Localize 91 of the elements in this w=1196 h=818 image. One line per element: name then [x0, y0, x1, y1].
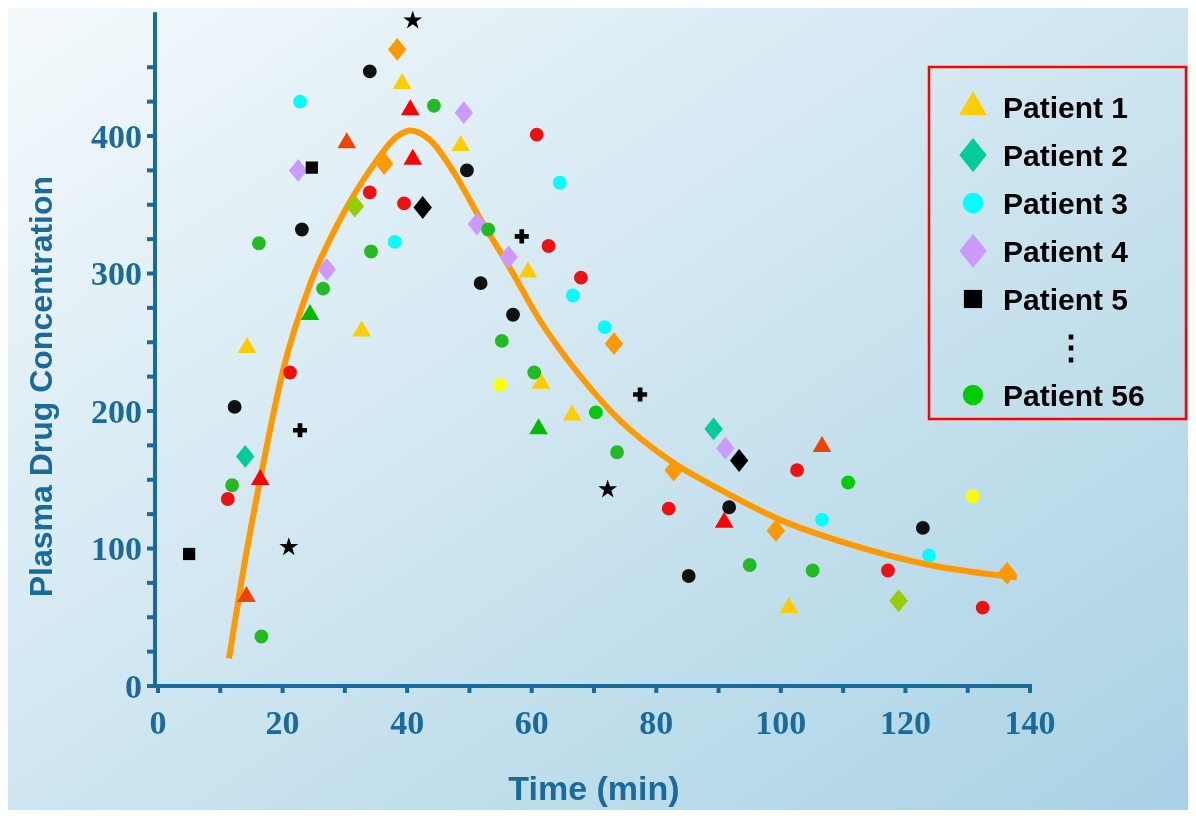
- point: [588, 405, 603, 420]
- point: [345, 194, 365, 218]
- y-tick-label: 400: [91, 117, 142, 155]
- point: [251, 236, 266, 251]
- point: [316, 281, 330, 296]
- point: [387, 37, 407, 61]
- x-axis-title: Time (min): [508, 769, 680, 807]
- point: [279, 537, 299, 556]
- point: [506, 307, 520, 322]
- x-tick-label: 140: [1004, 704, 1056, 741]
- point: [467, 212, 487, 236]
- point: [889, 589, 908, 613]
- point: [529, 127, 544, 142]
- point: [427, 98, 441, 113]
- x-tick-label: 100: [755, 704, 807, 741]
- point: [633, 387, 648, 402]
- point: [604, 332, 624, 356]
- legend-label: Patient 1: [1003, 90, 1129, 124]
- point: [975, 600, 990, 615]
- point: [766, 519, 786, 543]
- point: [965, 489, 980, 504]
- x-tick-label: 120: [879, 704, 931, 741]
- point: [454, 101, 474, 125]
- point: [499, 245, 518, 269]
- x-tick-label: 60: [514, 704, 549, 741]
- point: [493, 377, 507, 392]
- y-tick-label: 100: [91, 530, 142, 568]
- point: [704, 417, 723, 441]
- point: [294, 222, 309, 237]
- point: [293, 94, 307, 109]
- point: [473, 276, 488, 291]
- point: [790, 463, 804, 478]
- x-tick-label: 80: [639, 704, 674, 741]
- point: [413, 196, 432, 219]
- point: [527, 365, 542, 380]
- point: [494, 333, 509, 348]
- y-axis-title: Plasma Drug Concentration: [23, 175, 59, 598]
- legend-label: Patient 56: [1003, 378, 1145, 412]
- point: [598, 479, 618, 498]
- point: [317, 257, 337, 281]
- point: [292, 423, 308, 438]
- point: [225, 478, 240, 493]
- legend-label: Patient 2: [1003, 138, 1129, 172]
- point: [729, 449, 749, 472]
- legend-label: Patient 4: [1003, 234, 1129, 268]
- point: [254, 629, 269, 644]
- point: [183, 547, 196, 561]
- text: ⋮: [1054, 327, 1088, 366]
- point: [841, 475, 856, 490]
- point: [397, 196, 411, 211]
- point: [922, 548, 937, 563]
- point: [815, 512, 829, 527]
- point: [288, 158, 308, 182]
- point: [227, 399, 242, 414]
- legend-label: Patient 5: [1003, 282, 1129, 316]
- point: [403, 10, 423, 29]
- point: [681, 569, 696, 583]
- point: [597, 320, 612, 335]
- point: [661, 501, 676, 516]
- x-tick-label: 40: [390, 704, 425, 741]
- point: [362, 64, 377, 79]
- point: [610, 445, 624, 460]
- x-tick-label: 0: [149, 704, 167, 741]
- point: [915, 520, 930, 535]
- point: [805, 563, 820, 578]
- point: [574, 270, 588, 285]
- point: [716, 436, 735, 460]
- point: [364, 244, 378, 259]
- point: [220, 492, 235, 506]
- y-tick-label: 200: [91, 392, 142, 430]
- point: [565, 288, 580, 303]
- y-tick-label: 300: [91, 255, 142, 293]
- point: [460, 163, 474, 178]
- point: [881, 563, 895, 578]
- point: [283, 365, 297, 380]
- point: [374, 152, 394, 175]
- point: [305, 161, 318, 174]
- y-tick-label: 0: [125, 667, 142, 705]
- point: [387, 234, 402, 249]
- point: [235, 444, 255, 468]
- point: [481, 222, 496, 237]
- point: [362, 185, 377, 200]
- point: [552, 175, 567, 190]
- legend-label: Patient 3: [1003, 186, 1129, 220]
- point: [541, 239, 556, 253]
- point: [742, 558, 757, 572]
- x-tick-label: 20: [265, 704, 300, 741]
- point: [722, 500, 737, 515]
- point: [514, 229, 529, 244]
- point: [997, 561, 1017, 585]
- point: [664, 458, 683, 482]
